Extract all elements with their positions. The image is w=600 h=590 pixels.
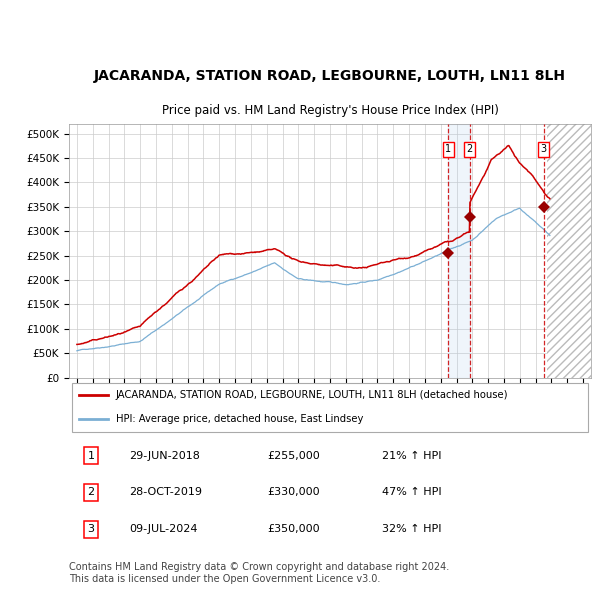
Text: 32% ↑ HPI: 32% ↑ HPI: [382, 524, 442, 534]
Text: 3: 3: [541, 145, 547, 154]
FancyBboxPatch shape: [547, 119, 591, 378]
Text: 47% ↑ HPI: 47% ↑ HPI: [382, 487, 442, 497]
Text: £350,000: £350,000: [268, 524, 320, 534]
Text: £330,000: £330,000: [268, 487, 320, 497]
Text: 1: 1: [88, 451, 94, 461]
Text: 3: 3: [88, 524, 94, 534]
Text: 29-JUN-2018: 29-JUN-2018: [129, 451, 200, 461]
Text: £255,000: £255,000: [268, 451, 320, 461]
Text: 2: 2: [467, 145, 473, 154]
Text: JACARANDA, STATION ROAD, LEGBOURNE, LOUTH, LN11 8LH (detached house): JACARANDA, STATION ROAD, LEGBOURNE, LOUT…: [116, 390, 508, 400]
Text: 28-OCT-2019: 28-OCT-2019: [129, 487, 202, 497]
Text: 21% ↑ HPI: 21% ↑ HPI: [382, 451, 442, 461]
Text: HPI: Average price, detached house, East Lindsey: HPI: Average price, detached house, East…: [116, 414, 364, 424]
Text: Price paid vs. HM Land Registry's House Price Index (HPI): Price paid vs. HM Land Registry's House …: [161, 104, 499, 117]
Text: 2: 2: [88, 487, 94, 497]
Text: 1: 1: [445, 145, 452, 154]
Text: JACARANDA, STATION ROAD, LEGBOURNE, LOUTH, LN11 8LH: JACARANDA, STATION ROAD, LEGBOURNE, LOUT…: [94, 69, 566, 83]
FancyBboxPatch shape: [71, 383, 589, 431]
Text: Contains HM Land Registry data © Crown copyright and database right 2024.
This d: Contains HM Land Registry data © Crown c…: [69, 562, 449, 584]
Bar: [448, 124, 470, 378]
Text: 09-JUL-2024: 09-JUL-2024: [129, 524, 197, 534]
